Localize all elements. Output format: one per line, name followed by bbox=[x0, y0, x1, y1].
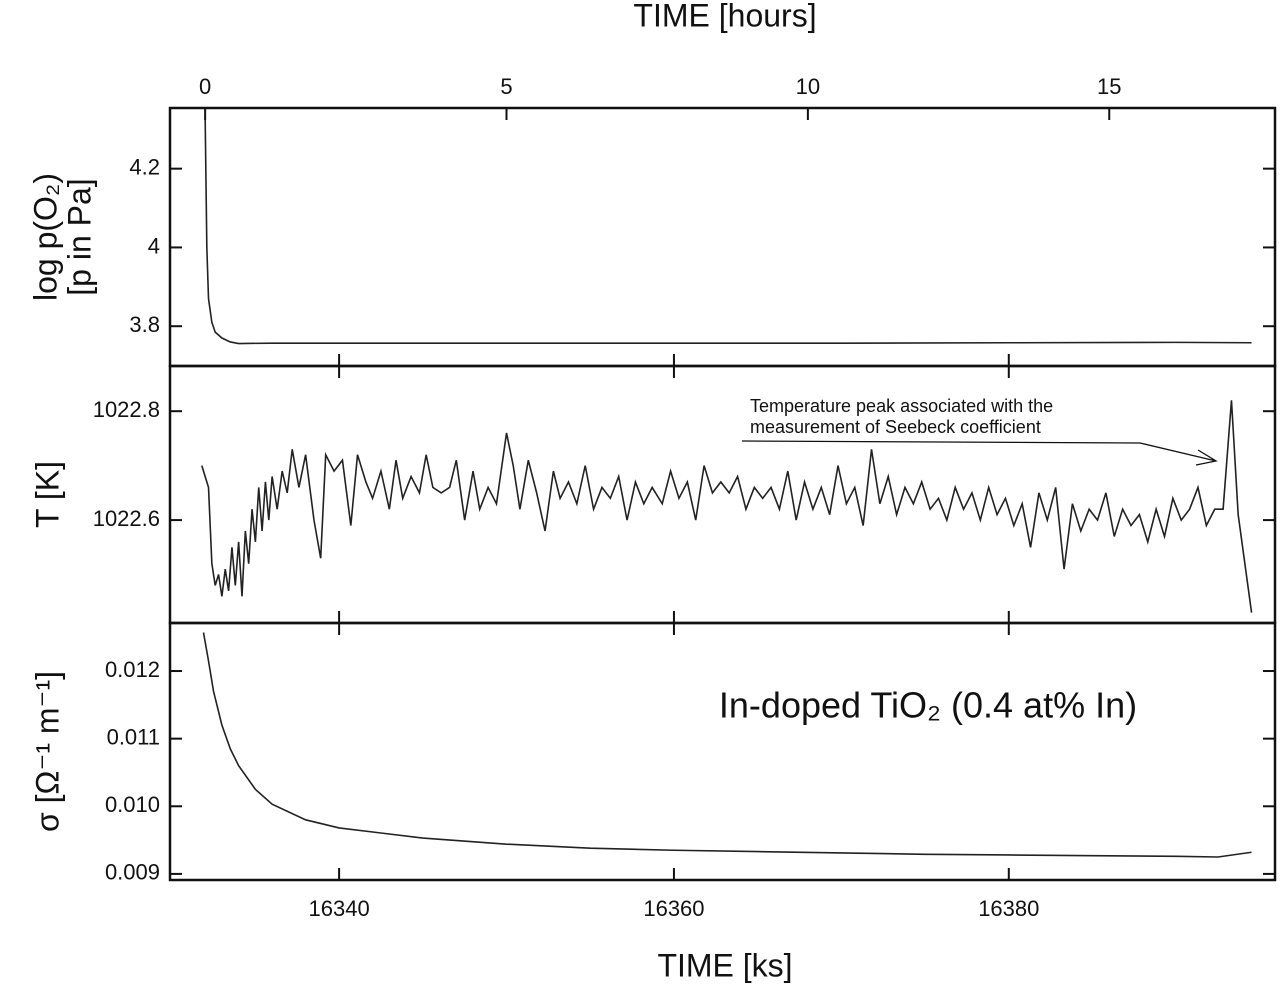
plot-frame bbox=[168, 106, 1277, 368]
data-line bbox=[204, 117, 1252, 345]
annotation-arrow bbox=[741, 440, 1218, 466]
y-tick-label: 1022.8 bbox=[93, 397, 160, 422]
y-tick-label: 4 bbox=[148, 233, 160, 258]
y-tick-label: 3.8 bbox=[129, 312, 160, 337]
y-axis-label: T [K] bbox=[29, 461, 65, 528]
x-tick-label: 16380 bbox=[978, 896, 1039, 921]
top-x-tick-label: 0 bbox=[199, 74, 211, 99]
x-tick-label: 16340 bbox=[309, 896, 370, 921]
top-x-tick-label: 5 bbox=[500, 74, 512, 99]
annotation-text: Temperature peak associated with the bbox=[750, 396, 1053, 416]
y-axis-label: σ [Ω⁻¹ m⁻¹] bbox=[29, 671, 65, 832]
y-tick-label: 4.2 bbox=[129, 154, 160, 179]
y-tick-label: 0.012 bbox=[105, 657, 160, 682]
data-line bbox=[201, 400, 1253, 613]
x-axis-label: TIME [ks] bbox=[657, 947, 792, 983]
y-axis-label: log p(O₂) bbox=[27, 173, 63, 301]
x-tick-label: 16360 bbox=[643, 896, 704, 921]
plot-frame bbox=[168, 621, 1277, 882]
panel-annotation: In-doped TiO₂ (0.4 at% In) bbox=[719, 685, 1137, 726]
top-x-tick-label: 15 bbox=[1097, 74, 1121, 99]
annotation-text: measurement of Seebeck coefficient bbox=[750, 417, 1041, 437]
y-tick-label: 0.011 bbox=[107, 724, 160, 749]
top-x-tick-label: 10 bbox=[796, 74, 820, 99]
data-line bbox=[202, 632, 1252, 858]
plot-frame bbox=[168, 364, 1277, 625]
y-axis-label: [p in Pa] bbox=[61, 178, 97, 295]
y-tick-label: 0.010 bbox=[105, 792, 160, 817]
y-tick-label: 0.009 bbox=[105, 860, 160, 885]
y-tick-label: 1022.6 bbox=[93, 506, 160, 531]
top-x-axis-label: TIME [hours] bbox=[633, 0, 816, 33]
